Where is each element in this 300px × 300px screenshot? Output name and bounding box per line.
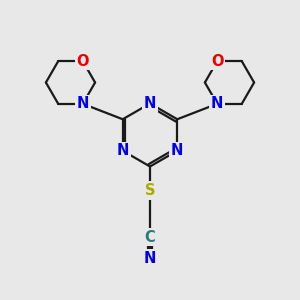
Text: N: N [144,251,156,266]
Text: O: O [76,54,89,69]
Text: S: S [145,183,155,198]
Text: C: C [145,230,155,244]
Text: O: O [211,54,224,69]
Text: N: N [116,143,129,158]
Text: N: N [171,143,184,158]
Text: N: N [144,96,156,111]
Text: N: N [76,96,89,111]
Text: N: N [211,96,224,111]
